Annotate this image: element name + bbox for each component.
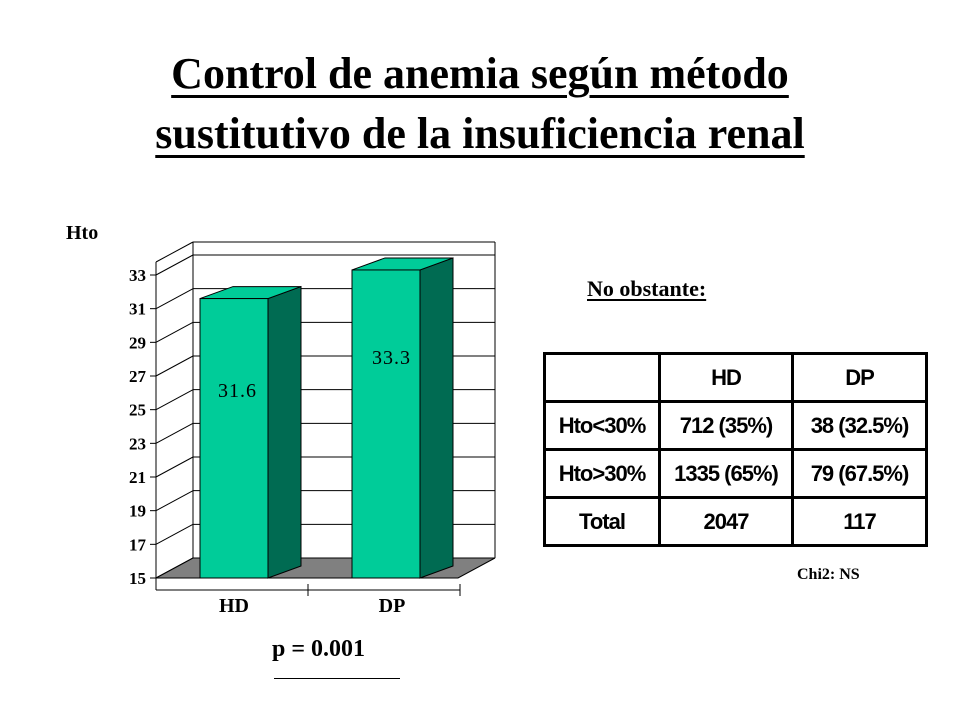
bar-value-label: 33.3 (372, 347, 411, 369)
gridline-side (155, 355, 194, 377)
table-row: Total 2047 117 (543, 496, 928, 547)
bar-value-label: 31.6 (218, 380, 257, 402)
x-category-label: HD (219, 595, 249, 617)
side-wall-top-edge (155, 241, 194, 263)
table-header-cell: DP (791, 352, 928, 403)
chi-square-note: Chi2: NS (797, 566, 860, 583)
page-title: Control de anemia según método sustituti… (0, 44, 960, 164)
summary-table: HD DP Hto<30% 712 (35%) 38 (32.5%) Hto>3… (543, 352, 928, 547)
title-line-2: sustitutivo de la insuficiencia renal (155, 109, 805, 158)
bar-side (419, 257, 454, 579)
table-header-row: HD DP (543, 352, 928, 403)
p-value-underline (274, 678, 400, 679)
x-category-label: DP (379, 595, 406, 617)
table-cell: 79 (67.5%) (791, 448, 928, 499)
table-cell: Hto>30% (543, 448, 661, 499)
gridline-side (155, 321, 194, 343)
y-tick-label: 25 (129, 401, 146, 420)
y-tick-label: 15 (129, 569, 146, 588)
p-value: p = 0.001 (272, 636, 366, 662)
table-cell: Total (543, 496, 661, 547)
bar-side (267, 285, 302, 579)
gridline-side (155, 389, 194, 411)
gridline-side (155, 490, 194, 512)
y-tick-label: 33 (129, 266, 146, 285)
table-cell: Hto<30% (543, 400, 661, 451)
table-cell: 38 (32.5%) (791, 400, 928, 451)
table-cell: 117 (791, 496, 928, 547)
table-cell: 2047 (658, 496, 794, 547)
bar-front (199, 298, 269, 579)
title-line-1: Control de anemia según método (171, 49, 789, 98)
gridline-side (155, 422, 194, 444)
table-row: Hto<30% 712 (35%) 38 (32.5%) (543, 400, 928, 451)
table-header-cell: HD (658, 352, 794, 403)
table-row: Hto>30% 1335 (65%) 79 (67.5%) (543, 448, 928, 499)
y-tick-label: 17 (129, 535, 147, 554)
y-tick-label: 27 (129, 367, 147, 386)
gridline-side (155, 254, 194, 276)
note-text: No obstante: (587, 276, 707, 301)
gridline-side (155, 456, 194, 478)
y-tick-label: 23 (129, 434, 146, 453)
y-tick-label: 31 (129, 300, 146, 319)
table-header-cell (543, 352, 661, 403)
table-cell: 712 (35%) (658, 400, 794, 451)
y-tick-label: 21 (129, 468, 146, 487)
y-axis-label: Hto (66, 222, 99, 244)
y-tick-label: 29 (129, 333, 146, 352)
gridline-side (155, 523, 194, 545)
table-cell: 1335 (65%) (658, 448, 794, 499)
gridline-side (155, 288, 194, 310)
bar-front (351, 269, 421, 579)
y-tick-label: 19 (129, 502, 146, 521)
